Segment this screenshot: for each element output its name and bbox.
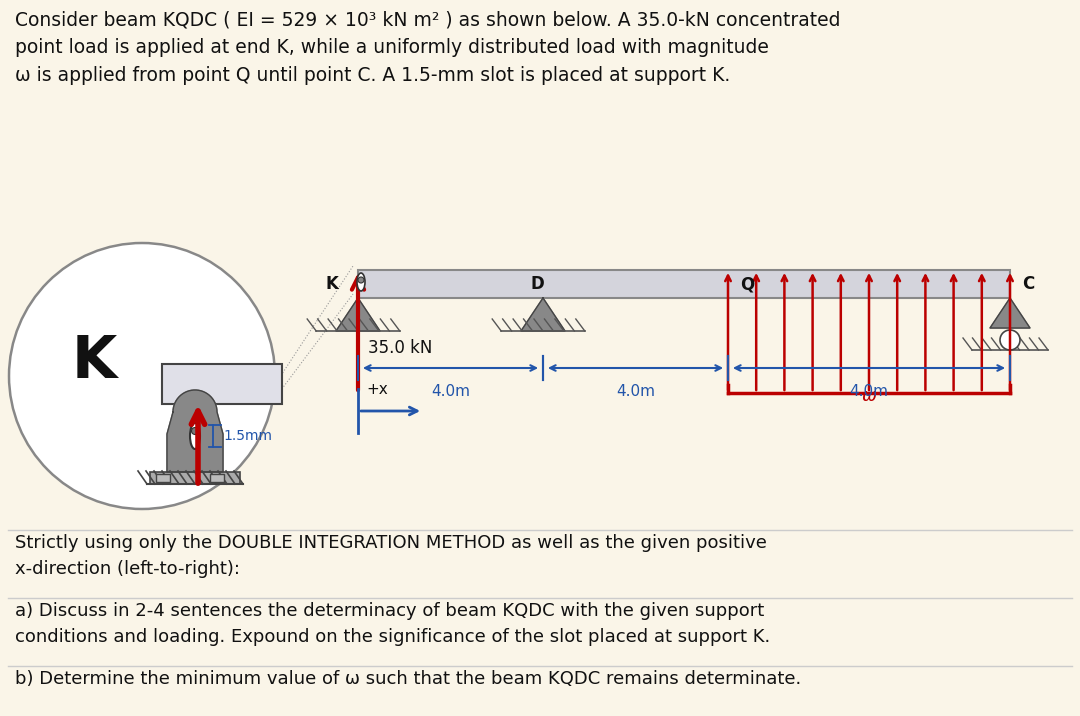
Text: b) Determine the minimum value of ω such that the beam KQDC remains determinate.: b) Determine the minimum value of ω such… (15, 670, 801, 688)
Bar (357, 270, 1010, 298)
Text: Strictly using only the DOUBLE INTEGRATION METHOD as well as the given positive
: Strictly using only the DOUBLE INTEGRATI… (15, 534, 767, 579)
Text: 1.5mm: 1.5mm (222, 429, 272, 443)
Polygon shape (990, 298, 1030, 328)
Text: 4.0m: 4.0m (616, 384, 654, 399)
Text: D: D (530, 275, 544, 293)
Polygon shape (167, 390, 222, 472)
Text: Q: Q (740, 275, 754, 293)
Text: K: K (325, 275, 338, 293)
Circle shape (9, 243, 275, 509)
Text: 4.0m: 4.0m (431, 384, 470, 399)
Polygon shape (336, 298, 380, 331)
Circle shape (191, 427, 199, 435)
Ellipse shape (357, 273, 365, 291)
Text: a) Discuss in 2-4 sentences the determinacy of beam KQDC with the given support
: a) Discuss in 2-4 sentences the determin… (15, 602, 770, 647)
Text: Consider beam KQDC ( EI = 529 × 10³ kN m² ) as shown below. A 35.0-kN concentrat: Consider beam KQDC ( EI = 529 × 10³ kN m… (15, 10, 840, 85)
Polygon shape (521, 298, 565, 331)
Circle shape (1000, 330, 1020, 350)
Bar (156, 474, 170, 482)
Text: 35.0 kN: 35.0 kN (368, 339, 432, 357)
Bar (162, 364, 282, 404)
Bar (150, 472, 240, 484)
Bar (210, 474, 224, 482)
Ellipse shape (190, 423, 200, 449)
Circle shape (357, 277, 364, 283)
Text: C: C (1022, 275, 1035, 293)
Text: +x: +x (366, 382, 388, 397)
Text: K: K (71, 332, 117, 390)
Text: 4.0m: 4.0m (850, 384, 889, 399)
Text: ω: ω (862, 387, 877, 405)
